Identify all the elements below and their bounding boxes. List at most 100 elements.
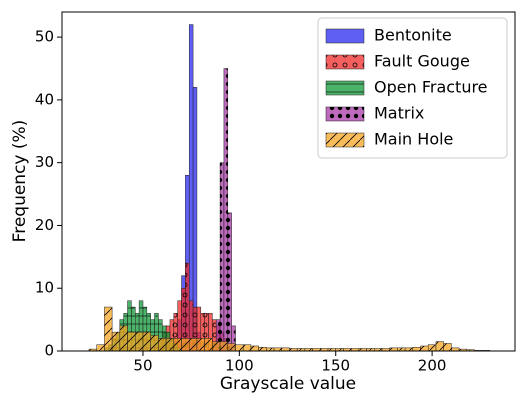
- bar-hatch: [466, 349, 475, 351]
- y-tick-label: 40: [35, 90, 54, 108]
- bar-hatch: [142, 307, 147, 351]
- bar-hatch: [266, 347, 275, 351]
- plot-area: [88, 24, 491, 352]
- bar-hatch: [351, 348, 359, 351]
- bar-hatch: [274, 347, 282, 351]
- bar-hatch: [216, 319, 221, 351]
- bar-hatch: [459, 349, 467, 351]
- y-tick-label: 10: [35, 279, 54, 297]
- bar-hatch: [297, 348, 305, 351]
- bar-hatch: [358, 348, 367, 351]
- bar-hatch: [181, 288, 186, 351]
- axes-frame: [61, 11, 516, 352]
- bar-hatch: [150, 335, 159, 351]
- bar-hatch: [200, 313, 205, 351]
- bar-hatch: [366, 348, 375, 351]
- bar-hatch: [335, 348, 344, 351]
- x-tick-label: 100: [225, 357, 254, 375]
- bar-hatch: [320, 348, 329, 351]
- legend-hatch: [326, 55, 364, 69]
- bar-hatch: [169, 319, 174, 351]
- bar-hatch: [227, 212, 232, 351]
- bar-hatch: [328, 348, 336, 351]
- legend-hatch: [326, 81, 364, 95]
- bar-hatch: [104, 307, 113, 351]
- series: [212, 68, 236, 352]
- bar-hatch: [220, 341, 228, 351]
- bar-hatch: [250, 345, 259, 351]
- legend-hatch: [326, 107, 364, 121]
- bar-hatch: [173, 313, 178, 351]
- bar-hatch: [158, 338, 167, 351]
- bar-hatch: [212, 319, 217, 351]
- bar-hatch: [412, 347, 421, 351]
- bar-hatch: [451, 347, 460, 351]
- bar-hatch: [343, 348, 352, 351]
- bar-hatch: [196, 307, 201, 351]
- bar-hatch: [227, 343, 236, 351]
- bar-hatch: [204, 338, 213, 351]
- x-tick-label: 150: [321, 357, 350, 375]
- legend-box: [317, 17, 508, 159]
- x-axis-label: Grayscale value: [220, 374, 356, 394]
- y-tick-label: 50: [35, 28, 54, 46]
- bar-hatch: [443, 343, 452, 351]
- bar-hatch: [154, 313, 159, 351]
- bar-hatch: [127, 332, 136, 351]
- bar-hatch: [96, 344, 105, 351]
- bar-hatch: [181, 338, 190, 351]
- x-tick-label: 50: [133, 357, 152, 375]
- bar-hatch: [208, 313, 213, 351]
- legend-label: Bentonite: [374, 26, 452, 45]
- y-tick-label: 20: [35, 216, 54, 234]
- bar-hatch: [405, 347, 413, 351]
- bar-hatch: [428, 344, 436, 351]
- bar-hatch: [196, 338, 205, 351]
- bar-hatch: [189, 338, 197, 351]
- legend-label: Fault Gouge: [374, 52, 470, 71]
- legend-label: Main Hole: [374, 130, 453, 149]
- bar-hatch: [112, 332, 120, 351]
- bar-hatch: [289, 348, 298, 351]
- bar-hatch: [243, 344, 251, 351]
- bar-hatch: [304, 348, 313, 351]
- bar-hatch: [119, 325, 128, 351]
- bar-hatch: [312, 348, 321, 351]
- bar-hatch: [193, 87, 197, 351]
- bar-hatch: [212, 341, 221, 351]
- bar-hatch: [258, 347, 267, 351]
- bar-hatch: [127, 300, 132, 351]
- legend-hatch: [326, 133, 364, 147]
- y-axis-label: Frequency (%): [10, 120, 30, 243]
- bar-hatch: [139, 300, 143, 351]
- x-tick-label: 200: [418, 357, 447, 375]
- bar-hatch: [88, 349, 97, 351]
- bar-hatch: [166, 338, 174, 351]
- bar-hatch: [231, 325, 236, 351]
- bar-hatch: [158, 319, 163, 351]
- bar-hatch: [189, 24, 194, 352]
- bar-hatch: [189, 300, 194, 351]
- bar-hatch: [235, 344, 244, 351]
- bar-hatch: [135, 332, 143, 351]
- bar-hatch: [142, 332, 151, 351]
- bar-hatch: [389, 347, 398, 351]
- bar-hatch: [185, 263, 190, 351]
- bar-hatch: [397, 347, 406, 351]
- bar-hatch: [173, 338, 182, 351]
- legend-label: Matrix: [374, 104, 424, 123]
- bar-hatch: [281, 347, 290, 351]
- bar-hatch: [220, 162, 224, 351]
- legend-hatch: [326, 29, 364, 43]
- bar-hatch: [374, 348, 382, 351]
- legend: Bentonite Fault Gouge Open Fracture Matrix M…: [317, 17, 508, 159]
- bar-hatch: [131, 307, 136, 351]
- bar-hatch: [177, 300, 182, 351]
- bar-hatch: [193, 307, 197, 351]
- y-tick-label: 0: [44, 342, 54, 360]
- bar-hatch: [435, 341, 444, 351]
- bar-hatch: [381, 348, 390, 351]
- y-tick-label: 30: [35, 153, 54, 171]
- legend-label: Open Fracture: [374, 78, 488, 97]
